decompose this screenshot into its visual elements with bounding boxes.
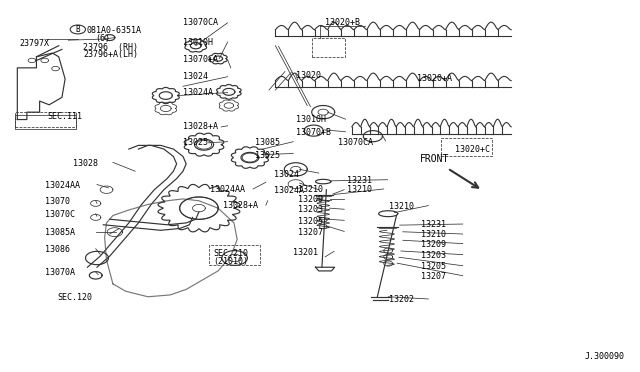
Text: 23797X: 23797X: [19, 39, 49, 48]
Text: 13020: 13020: [296, 71, 321, 80]
Text: 13070+A: 13070+A: [183, 55, 218, 64]
Text: 13020+B: 13020+B: [325, 18, 360, 27]
Text: 13020+C: 13020+C: [455, 145, 490, 154]
Text: 13205: 13205: [420, 262, 445, 271]
Text: SEC.120: SEC.120: [58, 293, 92, 302]
Text: 13025: 13025: [183, 138, 208, 147]
Text: 13231: 13231: [347, 176, 372, 185]
Text: 13209: 13209: [420, 240, 445, 249]
Text: 13210: 13210: [347, 185, 372, 194]
Text: 13085A: 13085A: [45, 228, 75, 237]
Text: (6): (6): [96, 34, 111, 43]
Text: 13203: 13203: [420, 251, 445, 260]
Text: 13010H: 13010H: [183, 38, 213, 46]
Text: 13028: 13028: [73, 158, 98, 168]
Text: B: B: [76, 25, 80, 34]
Text: 13203: 13203: [298, 205, 323, 215]
Text: 13024A: 13024A: [274, 186, 304, 195]
Text: FRONT: FRONT: [419, 154, 449, 164]
Text: 13210: 13210: [420, 230, 445, 239]
Text: 13070: 13070: [45, 197, 70, 206]
Bar: [15, 115, 76, 129]
Text: 081A0-6351A: 081A0-6351A: [86, 26, 141, 35]
Text: 13024: 13024: [183, 72, 208, 81]
Text: SEC.210: SEC.210: [213, 249, 248, 258]
Bar: [209, 245, 260, 265]
Text: 13210: 13210: [298, 185, 323, 194]
Text: 13202: 13202: [389, 295, 414, 304]
Text: 13070C: 13070C: [45, 210, 75, 219]
Text: 13086: 13086: [45, 245, 70, 254]
Text: 13201: 13201: [293, 248, 318, 257]
Text: 13070+B: 13070+B: [296, 128, 331, 137]
Text: 23796  (RH): 23796 (RH): [83, 43, 138, 52]
Text: 13209: 13209: [298, 195, 323, 204]
Text: 13028+A: 13028+A: [183, 122, 218, 131]
Text: 13020+A: 13020+A: [417, 74, 452, 83]
Text: 13024AA: 13024AA: [45, 181, 80, 190]
Text: 13028+A: 13028+A: [223, 201, 258, 211]
Text: 13231: 13231: [420, 220, 445, 229]
Text: 23796+A(LH): 23796+A(LH): [83, 50, 138, 59]
Text: 13085: 13085: [255, 138, 280, 147]
Bar: [15, 112, 76, 127]
Text: 13070CA: 13070CA: [183, 18, 218, 27]
Bar: [441, 138, 492, 157]
Text: (21010): (21010): [213, 257, 248, 266]
Text: 13025: 13025: [255, 151, 280, 160]
Text: 13010H: 13010H: [296, 115, 326, 124]
Text: 13070CA: 13070CA: [338, 138, 373, 147]
Text: 13070A: 13070A: [45, 268, 75, 277]
Text: 13024AA: 13024AA: [211, 185, 245, 194]
Text: 13024A: 13024A: [183, 89, 213, 97]
Text: 13024: 13024: [274, 170, 299, 179]
Text: SEC.111: SEC.111: [47, 112, 83, 121]
Text: 13210: 13210: [389, 202, 414, 211]
Text: 13207: 13207: [420, 272, 445, 281]
Text: 13205: 13205: [298, 217, 323, 225]
Text: 13207: 13207: [298, 228, 323, 237]
Text: J.300090: J.300090: [584, 352, 625, 361]
